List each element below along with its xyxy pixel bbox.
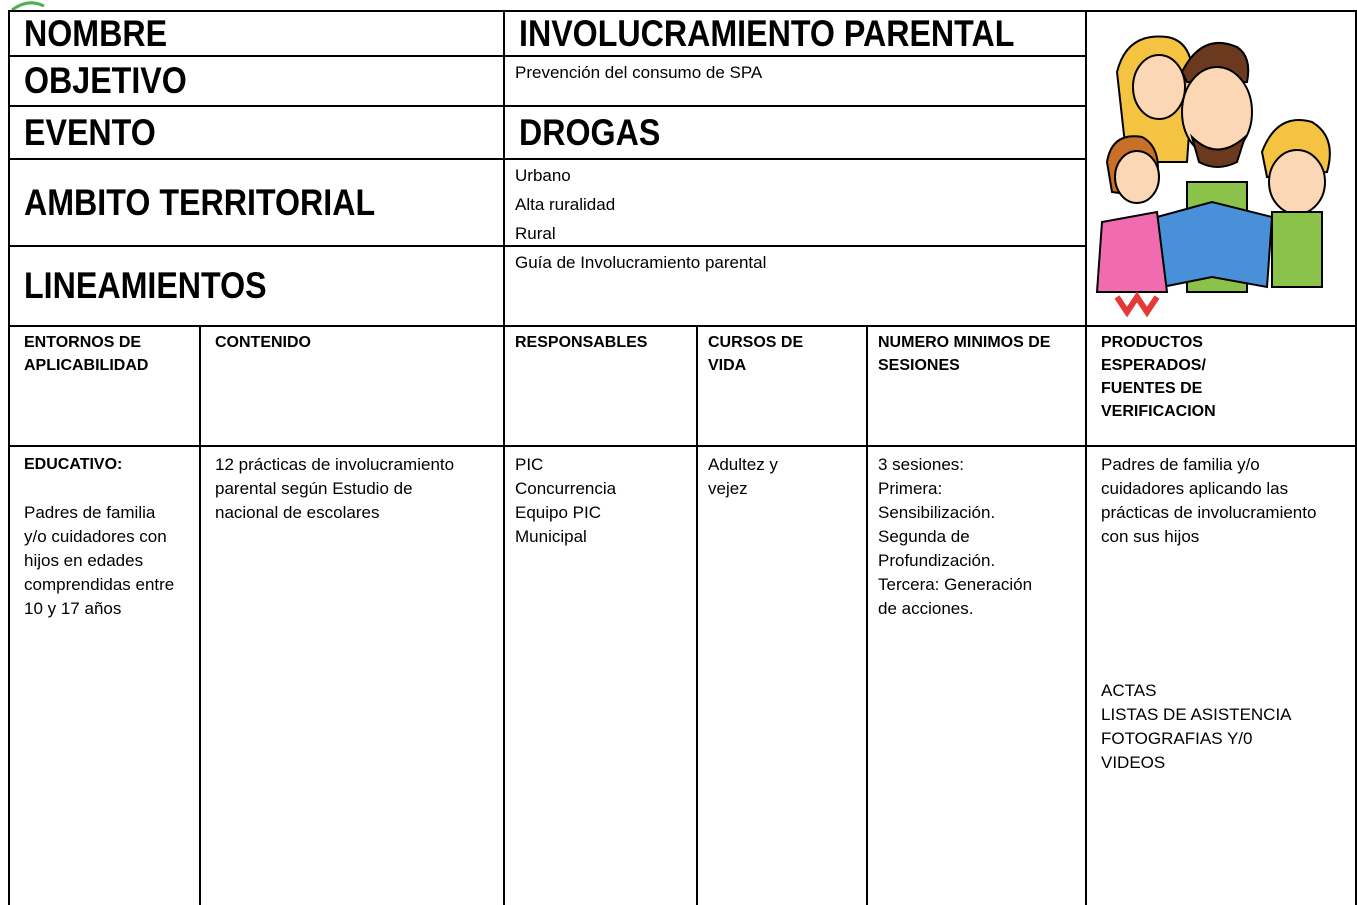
header-cell: NUMERO MINIMOS DE SESIONES (866, 325, 1085, 445)
family-illustration (1095, 35, 1331, 318)
value-line: Alta ruralidad (515, 195, 616, 214)
body-cell: PIC Concurrencia Equipo PIC Municipal (503, 445, 696, 905)
label-cell: OBJETIVO (8, 55, 503, 105)
cell-line: Tercera: Generación de acciones. (878, 575, 1033, 618)
cell-text: Adultez y vejez (708, 455, 778, 498)
label: AMBITO TERRITORIAL (24, 181, 376, 223)
body-cell: EDUCATIVO: Padres de familia y/o cuidado… (8, 445, 199, 905)
value-cell: INVOLUCRAMIENTO PARENTAL (503, 10, 1085, 55)
label: NOMBRE (24, 12, 168, 54)
value-cell: Guía de Involucramiento parental (503, 245, 1085, 325)
image-cell (1085, 10, 1357, 325)
cell-line: 3 sesiones: (878, 455, 964, 474)
value-line: Urbano (515, 166, 571, 185)
cell-text: 12 prácticas de involucramiento parental… (215, 455, 455, 522)
label-cell: LINEAMIENTOS (8, 245, 503, 325)
label-cell: AMBITO TERRITORIAL (8, 158, 503, 245)
label: LINEAMIENTOS (24, 265, 267, 306)
header-cell: PRODUCTOS ESPERADOS/ FUENTES DE VERIFICA… (1085, 325, 1357, 445)
cell-line: LISTAS DE ASISTENCIA (1101, 705, 1292, 724)
body-cell: Padres de familia y/o cuidadores aplican… (1085, 445, 1357, 905)
cell-line: VIDEOS (1101, 753, 1166, 772)
cell-heading: EDUCATIVO: (24, 456, 123, 473)
cell-line: ACTAS (1101, 681, 1157, 700)
body-cell: Adultez y vejez (696, 445, 866, 905)
header-cell: ENTORNOS DE APLICABILIDAD (8, 325, 199, 445)
header-cell: RESPONSABLES (503, 325, 696, 445)
label: EVENTO (24, 111, 156, 153)
label-cell: EVENTO (8, 105, 503, 158)
cell-line: PIC (515, 455, 544, 474)
logo (11, 1, 45, 10)
cell-line: Equipo PIC Municipal (515, 503, 601, 546)
body-cell: 12 prácticas de involucramiento parental… (199, 445, 503, 905)
label-cell: NOMBRE (8, 10, 503, 55)
title-value: INVOLUCRAMIENTO PARENTAL (519, 12, 1015, 54)
value: Prevención del consumo de SPA (515, 63, 763, 82)
cell-text: Padres de familia y/o cuidadores aplican… (1101, 455, 1317, 546)
cell-line: Concurrencia (515, 479, 617, 498)
cell-line: Segunda de Profundización. (878, 527, 996, 570)
value-cell: Urbano Alta ruralidad Rural (503, 158, 1085, 245)
value: Guía de Involucramiento parental (515, 253, 767, 272)
value-cell: DROGAS (503, 105, 1085, 158)
label: OBJETIVO (24, 60, 187, 101)
value-cell: Prevención del consumo de SPA (503, 55, 1085, 105)
cell-line: FOTOGRAFIAS Y/0 (1101, 729, 1253, 748)
header-cell: CURSOS DE VIDA (696, 325, 866, 445)
value-line: Rural (515, 224, 556, 243)
value: DROGAS (519, 111, 661, 153)
header-cell: CONTENIDO (199, 325, 503, 445)
body-cell: 3 sesiones: Primera: Sensibilización. Se… (866, 445, 1085, 905)
cell-text: Padres de familia y/o cuidadores con hij… (24, 503, 175, 618)
cell-line: Primera: Sensibilización. (878, 479, 996, 522)
